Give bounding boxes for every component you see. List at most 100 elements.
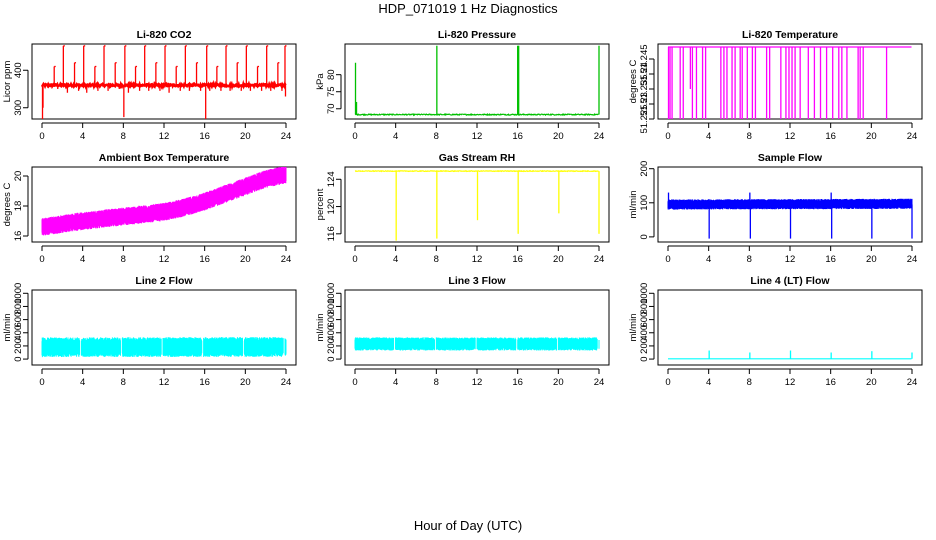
plot-frame [31, 43, 297, 120]
x-tick-label: 16 [199, 131, 210, 142]
x-tick-label: 24 [907, 254, 918, 265]
y-tick-label: 51.245 [639, 44, 650, 73]
y-tick-label: 600 [639, 312, 650, 328]
y-tick-label: 300 [13, 100, 24, 116]
y-tick-label: 0 [639, 356, 650, 361]
x-axis-label: Hour of Day (UTC) [413, 518, 523, 533]
x-tick-label: 4 [706, 254, 711, 265]
y-tick-label: 100 [639, 195, 650, 211]
x-tick-label: 8 [121, 377, 126, 388]
y-tick-label: 200 [13, 338, 24, 354]
x-tick-label: 24 [907, 377, 918, 388]
data-layer [40, 45, 287, 119]
x-tick-label: 0 [665, 254, 670, 265]
y-tick-label: 20 [13, 171, 24, 182]
series-line [40, 79, 287, 91]
x-tick-label: 16 [825, 377, 836, 388]
y-axis-label: Licor ppm [2, 61, 13, 103]
x-tick-label: 12 [159, 254, 170, 265]
x-tick-label: 12 [472, 377, 483, 388]
plot-frame [344, 166, 610, 243]
y-tick-label: 0 [639, 234, 650, 239]
x-tick-label: 0 [39, 377, 44, 388]
y-axis-label: degrees C [628, 59, 639, 103]
x-tick-label: 20 [240, 131, 251, 142]
panel-title: Line 4 (LT) Flow [750, 275, 830, 287]
series-line [354, 169, 599, 173]
x-tick-label: 24 [594, 131, 605, 142]
panel-3: Li-820 Temperature degrees C 0 4 8 12 16 20 24 51… [628, 29, 923, 142]
plot-frame [31, 166, 297, 243]
panel-title: Line 2 Flow [135, 275, 193, 287]
x-tick-label: 12 [785, 131, 796, 142]
series-band [41, 337, 287, 358]
x-tick-label: 4 [706, 131, 711, 142]
x-tick-label: 4 [393, 254, 398, 265]
y-tick-label: 800 [13, 299, 24, 315]
y-tick-label: 75 [326, 86, 337, 97]
x-tick-label: 0 [39, 254, 44, 265]
y-tick-label: 51.225 [639, 104, 650, 133]
panel-4: Ambient Box Temperature degrees C 0 4 8 12 16 2… [2, 152, 297, 265]
x-tick-label: 16 [512, 377, 523, 388]
y-tick-label: 1000 [639, 283, 650, 304]
y-tick-label: 800 [326, 299, 337, 315]
y-tick-label: 400 [13, 62, 24, 78]
y-tick-label: 124 [326, 171, 337, 187]
panel-7: Line 2 Flow ml/min 0 4 8 12 16 20 24 0 20040060080… [2, 275, 297, 388]
panel-2: Li-820 Pressure kPa 0 4 8 12 16 20 24 70 75 80 [315, 29, 610, 142]
x-tick-label: 12 [472, 131, 483, 142]
y-axis-label: ml/min [2, 314, 13, 342]
x-tick-label: 12 [785, 377, 796, 388]
x-tick-label: 8 [434, 131, 439, 142]
panel-title: Gas Stream RH [439, 152, 515, 164]
x-tick-label: 16 [512, 131, 523, 142]
panel-8: Line 3 Flow ml/min 0 4 8 12 16 20 24 0 20040060080… [315, 275, 610, 388]
panel-title: Li-820 Temperature [742, 29, 838, 41]
x-tick-label: 24 [281, 131, 292, 142]
x-tick-label: 16 [825, 254, 836, 265]
y-tick-label: 80 [326, 69, 337, 80]
x-tick-label: 24 [594, 254, 605, 265]
x-tick-label: 8 [434, 254, 439, 265]
y-tick-label: 200 [639, 161, 650, 177]
x-tick-label: 0 [352, 131, 357, 142]
plot-frame [344, 289, 610, 366]
x-tick-label: 20 [553, 377, 564, 388]
y-tick-label: 70 [326, 103, 337, 114]
x-tick-label: 4 [706, 377, 711, 388]
y-tick-label: 51.24 [639, 62, 650, 86]
y-tick-label: 1000 [13, 283, 24, 304]
y-tick-label: 400 [13, 325, 24, 341]
y-tick-label: 16 [13, 231, 24, 242]
x-tick-label: 16 [199, 377, 210, 388]
x-tick-label: 4 [393, 131, 398, 142]
y-tick-label: 18 [13, 201, 24, 212]
y-tick-label: 800 [639, 299, 650, 315]
data-layer [41, 167, 287, 236]
data-layer [354, 45, 600, 117]
x-tick-label: 0 [352, 377, 357, 388]
data-layer [41, 337, 287, 358]
panel-title: Li-820 Pressure [438, 29, 516, 41]
x-tick-label: 24 [281, 377, 292, 388]
y-tick-label: 120 [326, 199, 337, 215]
plot-frame [657, 43, 923, 120]
x-tick-label: 16 [512, 254, 523, 265]
y-axis-label: kPa [315, 73, 326, 90]
data-layer [667, 192, 913, 239]
series-band [41, 167, 287, 236]
x-tick-label: 4 [393, 377, 398, 388]
x-tick-label: 0 [665, 377, 670, 388]
y-tick-label: 0 [326, 356, 337, 361]
x-tick-label: 20 [240, 377, 251, 388]
figure-title: HDP_071019 1 Hz Diagnostics [378, 1, 558, 16]
panel-title: Sample Flow [758, 152, 823, 164]
panel-title: Ambient Box Temperature [99, 152, 230, 164]
x-tick-label: 20 [866, 254, 877, 265]
x-tick-label: 0 [665, 131, 670, 142]
x-tick-label: 8 [121, 131, 126, 142]
x-tick-label: 8 [747, 254, 752, 265]
y-tick-label: 200 [326, 338, 337, 354]
